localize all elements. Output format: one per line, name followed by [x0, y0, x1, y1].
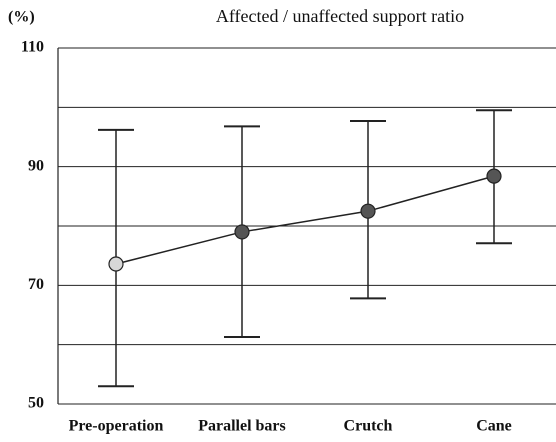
chart-title: Affected / unaffected support ratio	[216, 6, 464, 26]
x-tick-label: Parallel bars	[198, 418, 286, 435]
data-line	[115, 175, 495, 265]
y-tick-label: 110	[21, 39, 44, 56]
marker	[360, 203, 376, 219]
marker	[486, 168, 502, 184]
x-tick-label: Crutch	[344, 418, 393, 435]
y-tick-label: 70	[28, 276, 44, 293]
y-tick-label: 90	[28, 157, 44, 174]
x-tick-label: Pre-operation	[69, 418, 164, 435]
y-tick-label: 50	[28, 395, 44, 412]
marker	[108, 256, 124, 272]
y-axis-label: (%)	[8, 9, 35, 26]
x-tick-label: Cane	[476, 418, 512, 435]
marker	[234, 224, 250, 240]
